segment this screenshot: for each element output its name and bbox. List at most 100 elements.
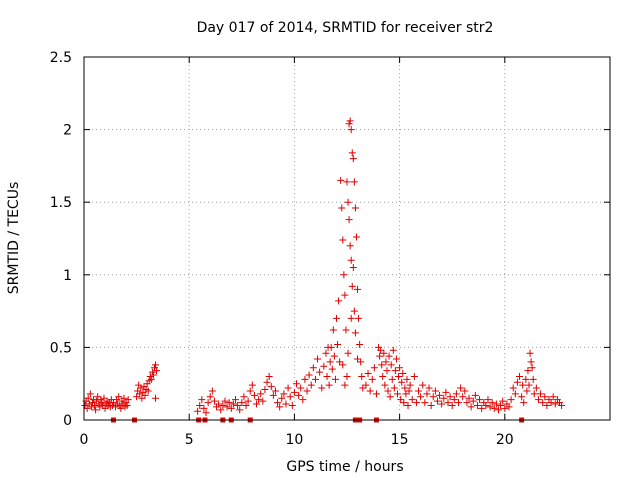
data-point — [339, 236, 347, 244]
data-point — [92, 406, 100, 414]
data-point — [282, 400, 290, 408]
data-point — [208, 387, 216, 395]
data-point — [473, 401, 481, 409]
data-point — [137, 384, 145, 392]
data-point — [457, 384, 465, 392]
data-point — [347, 126, 355, 134]
data-point — [513, 378, 521, 386]
data-point — [452, 390, 460, 398]
data-point — [423, 390, 431, 398]
data-point — [431, 387, 439, 395]
data-point — [335, 297, 343, 305]
data-point — [225, 399, 233, 407]
data-point — [236, 406, 244, 414]
data-point — [246, 387, 254, 395]
data-point — [383, 367, 391, 375]
data-point — [343, 372, 351, 380]
data-point — [84, 394, 92, 402]
data-point — [463, 399, 471, 407]
data-point — [340, 271, 348, 279]
data-point — [381, 381, 389, 389]
data-point — [327, 343, 335, 351]
data-point — [386, 393, 394, 401]
data-point — [396, 364, 404, 372]
data-point — [240, 393, 248, 401]
y-tick-label: 2 — [63, 123, 72, 139]
data-point — [348, 149, 356, 157]
data-point — [253, 400, 261, 408]
data-point — [368, 375, 376, 383]
data-point — [388, 375, 396, 383]
data-point — [558, 401, 566, 409]
data-point — [346, 117, 354, 125]
data-point — [339, 361, 347, 369]
data-point — [355, 314, 363, 322]
data-point — [415, 387, 423, 395]
data-point — [123, 401, 131, 409]
data-point — [265, 372, 273, 380]
data-point — [401, 384, 409, 392]
data-point — [284, 384, 292, 392]
data-point — [263, 378, 271, 386]
data-point — [523, 387, 531, 395]
x-tick-label: 15 — [391, 432, 409, 448]
data-point — [276, 403, 284, 411]
data-point — [97, 396, 105, 404]
data-point — [148, 368, 156, 376]
data-point — [534, 396, 542, 404]
data-point — [210, 397, 218, 405]
data-point — [404, 401, 412, 409]
data-point — [138, 394, 146, 402]
data-point — [299, 396, 307, 404]
data-point — [518, 393, 526, 401]
data-point — [100, 394, 108, 402]
data-point — [354, 355, 362, 363]
data-point — [152, 361, 160, 369]
y-tick-label: 1.5 — [50, 195, 72, 211]
data-point — [259, 397, 267, 405]
data-point — [206, 393, 214, 401]
data-point — [352, 233, 360, 241]
data-point — [136, 390, 144, 398]
data-point — [344, 198, 352, 206]
data-point — [94, 393, 102, 401]
data-point — [267, 383, 275, 391]
data-point — [108, 401, 116, 409]
data-point — [250, 391, 258, 399]
data-point — [387, 361, 395, 369]
data-point — [328, 365, 336, 373]
data-point — [519, 381, 527, 389]
y-tick-label: 0 — [63, 413, 72, 429]
data-point — [124, 396, 132, 404]
data-point — [398, 378, 406, 386]
data-point — [98, 399, 106, 407]
data-point — [307, 381, 315, 389]
data-point — [204, 399, 212, 407]
y-tick-label: 2.5 — [50, 50, 72, 66]
data-point — [442, 388, 450, 396]
data-point — [341, 291, 349, 299]
data-point — [295, 391, 303, 399]
data-point — [525, 381, 533, 389]
data-point — [149, 371, 157, 379]
data-point — [274, 399, 282, 407]
data-point — [101, 404, 109, 412]
data-point — [290, 388, 298, 396]
data-point — [429, 393, 437, 401]
data-point — [87, 403, 95, 411]
x-tick-label: 0 — [80, 432, 89, 448]
data-point — [89, 396, 97, 404]
data-point — [385, 352, 393, 360]
data-point — [359, 384, 367, 392]
data-point — [231, 396, 239, 404]
x-tick-label: 5 — [185, 432, 194, 448]
data-point — [364, 370, 372, 378]
data-point — [380, 349, 388, 357]
data-point — [255, 396, 263, 404]
data-point — [83, 404, 91, 412]
data-point — [511, 390, 519, 398]
data-point — [301, 375, 309, 383]
data-point — [438, 400, 446, 408]
data-point — [318, 384, 326, 392]
data-point — [549, 393, 557, 401]
